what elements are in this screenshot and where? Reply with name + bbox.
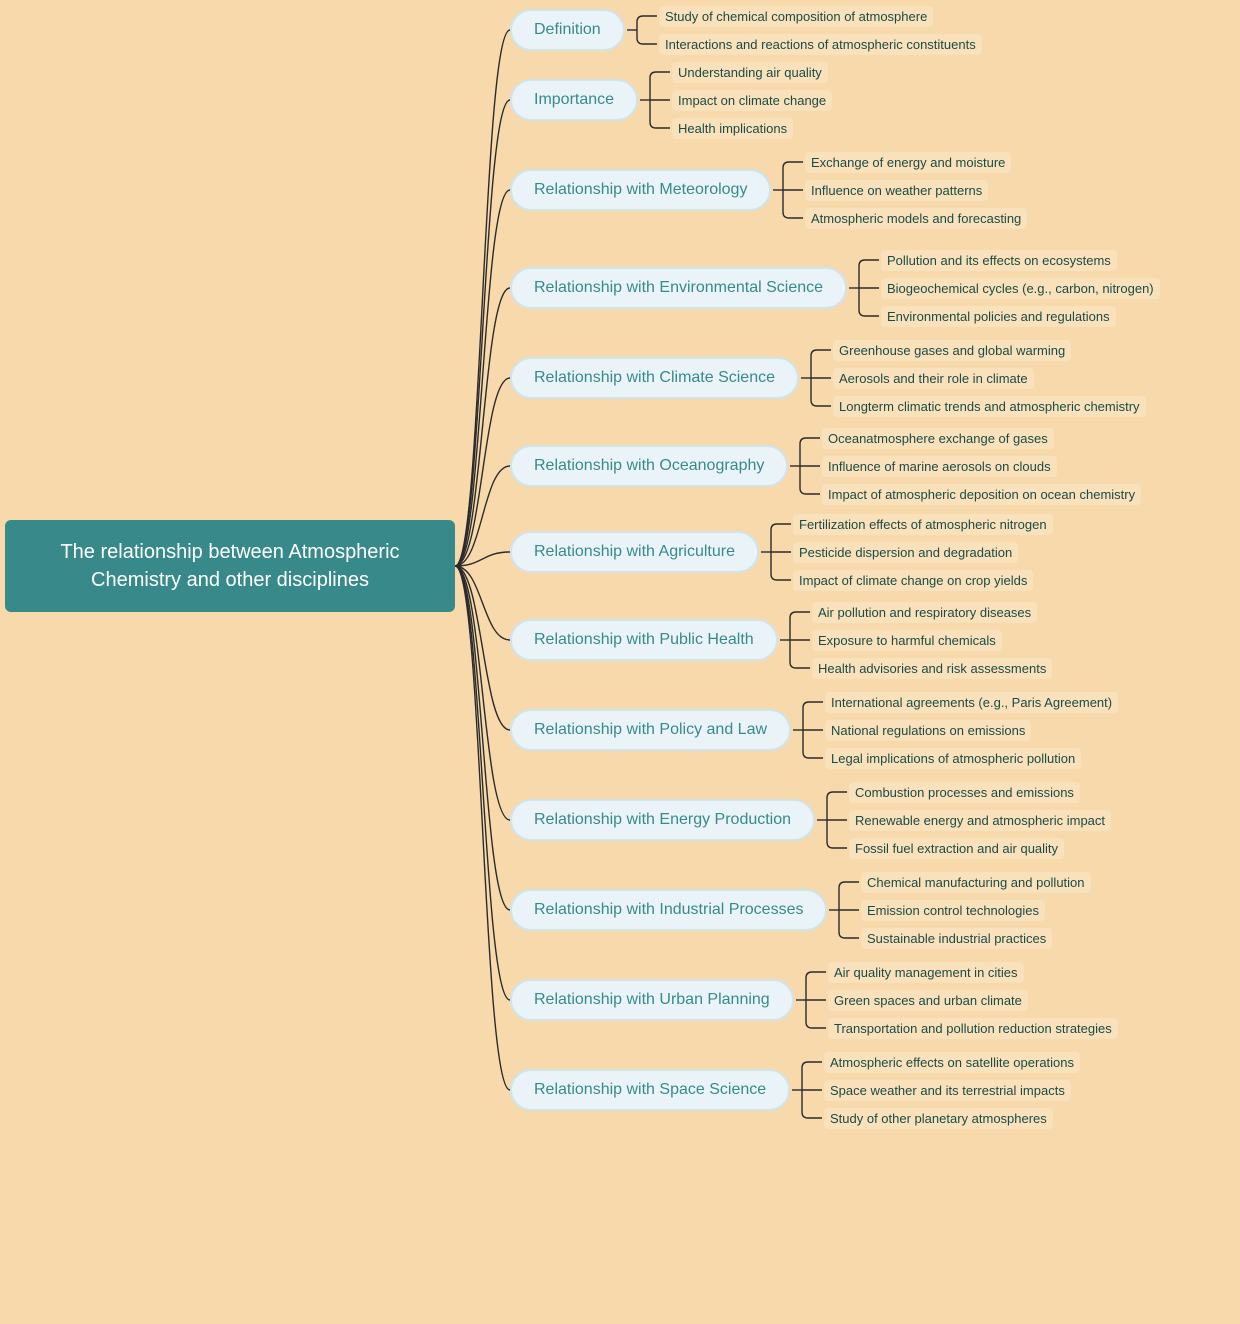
leaf-node: Air pollution and respiratory diseases: [812, 602, 1037, 623]
branch-node: Relationship with Energy Production: [510, 799, 815, 841]
leaf-node: International agreements (e.g., Paris Ag…: [825, 692, 1118, 713]
leaf-node: Exposure to harmful chemicals: [812, 630, 1002, 651]
leaf-node: Biogeochemical cycles (e.g., carbon, nit…: [881, 278, 1160, 299]
leaf-node: Exchange of energy and moisture: [805, 152, 1011, 173]
leaf-node: Air quality management in cities: [828, 962, 1024, 983]
branch-node: Relationship with Policy and Law: [510, 709, 791, 751]
leaf-node: Atmospheric effects on satellite operati…: [824, 1052, 1080, 1073]
leaf-node: Aerosols and their role in climate: [833, 368, 1034, 389]
leaf-node: Chemical manufacturing and pollution: [861, 872, 1091, 893]
leaf-node: Environmental policies and regulations: [881, 306, 1116, 327]
leaf-node: Longterm climatic trends and atmospheric…: [833, 396, 1146, 417]
leaf-node: Impact of climate change on crop yields: [793, 570, 1033, 591]
leaf-node: Fertilization effects of atmospheric nit…: [793, 514, 1053, 535]
branch-node: Relationship with Meteorology: [510, 169, 771, 211]
leaf-node: Influence on weather patterns: [805, 180, 988, 201]
branch-node: Relationship with Public Health: [510, 619, 778, 661]
branch-node: Relationship with Climate Science: [510, 357, 799, 399]
branch-node: Relationship with Industrial Processes: [510, 889, 827, 931]
leaf-node: Understanding air quality: [672, 62, 828, 83]
leaf-node: Fossil fuel extraction and air quality: [849, 838, 1064, 859]
leaf-node: Pollution and its effects on ecosystems: [881, 250, 1117, 271]
root-node: The relationship between Atmospheric Che…: [5, 520, 455, 612]
leaf-node: Study of chemical composition of atmosph…: [659, 6, 933, 27]
leaf-node: Greenhouse gases and global warming: [833, 340, 1071, 361]
leaf-node: Legal implications of atmospheric pollut…: [825, 748, 1081, 769]
leaf-node: Emission control technologies: [861, 900, 1045, 921]
leaf-node: Sustainable industrial practices: [861, 928, 1052, 949]
leaf-node: Pesticide dispersion and degradation: [793, 542, 1018, 563]
branch-node: Relationship with Space Science: [510, 1069, 790, 1111]
leaf-node: Renewable energy and atmospheric impact: [849, 810, 1111, 831]
leaf-node: Health advisories and risk assessments: [812, 658, 1052, 679]
branch-node: Importance: [510, 79, 638, 121]
branch-node: Relationship with Urban Planning: [510, 979, 794, 1021]
leaf-node: Atmospheric models and forecasting: [805, 208, 1027, 229]
leaf-node: Oceanatmosphere exchange of gases: [822, 428, 1054, 449]
branch-node: Definition: [510, 9, 625, 51]
leaf-node: Combustion processes and emissions: [849, 782, 1080, 803]
branch-node: Relationship with Agriculture: [510, 531, 759, 573]
leaf-node: Space weather and its terrestrial impact…: [824, 1080, 1071, 1101]
leaf-node: Influence of marine aerosols on clouds: [822, 456, 1057, 477]
branch-node: Relationship with Oceanography: [510, 445, 788, 487]
leaf-node: National regulations on emissions: [825, 720, 1031, 741]
leaf-node: Green spaces and urban climate: [828, 990, 1028, 1011]
leaf-node: Impact on climate change: [672, 90, 832, 111]
leaf-node: Impact of atmospheric deposition on ocea…: [822, 484, 1141, 505]
leaf-node: Interactions and reactions of atmospheri…: [659, 34, 982, 55]
leaf-node: Health implications: [672, 118, 793, 139]
leaf-node: Transportation and pollution reduction s…: [828, 1018, 1118, 1039]
branch-node: Relationship with Environmental Science: [510, 267, 847, 309]
leaf-node: Study of other planetary atmospheres: [824, 1108, 1053, 1129]
